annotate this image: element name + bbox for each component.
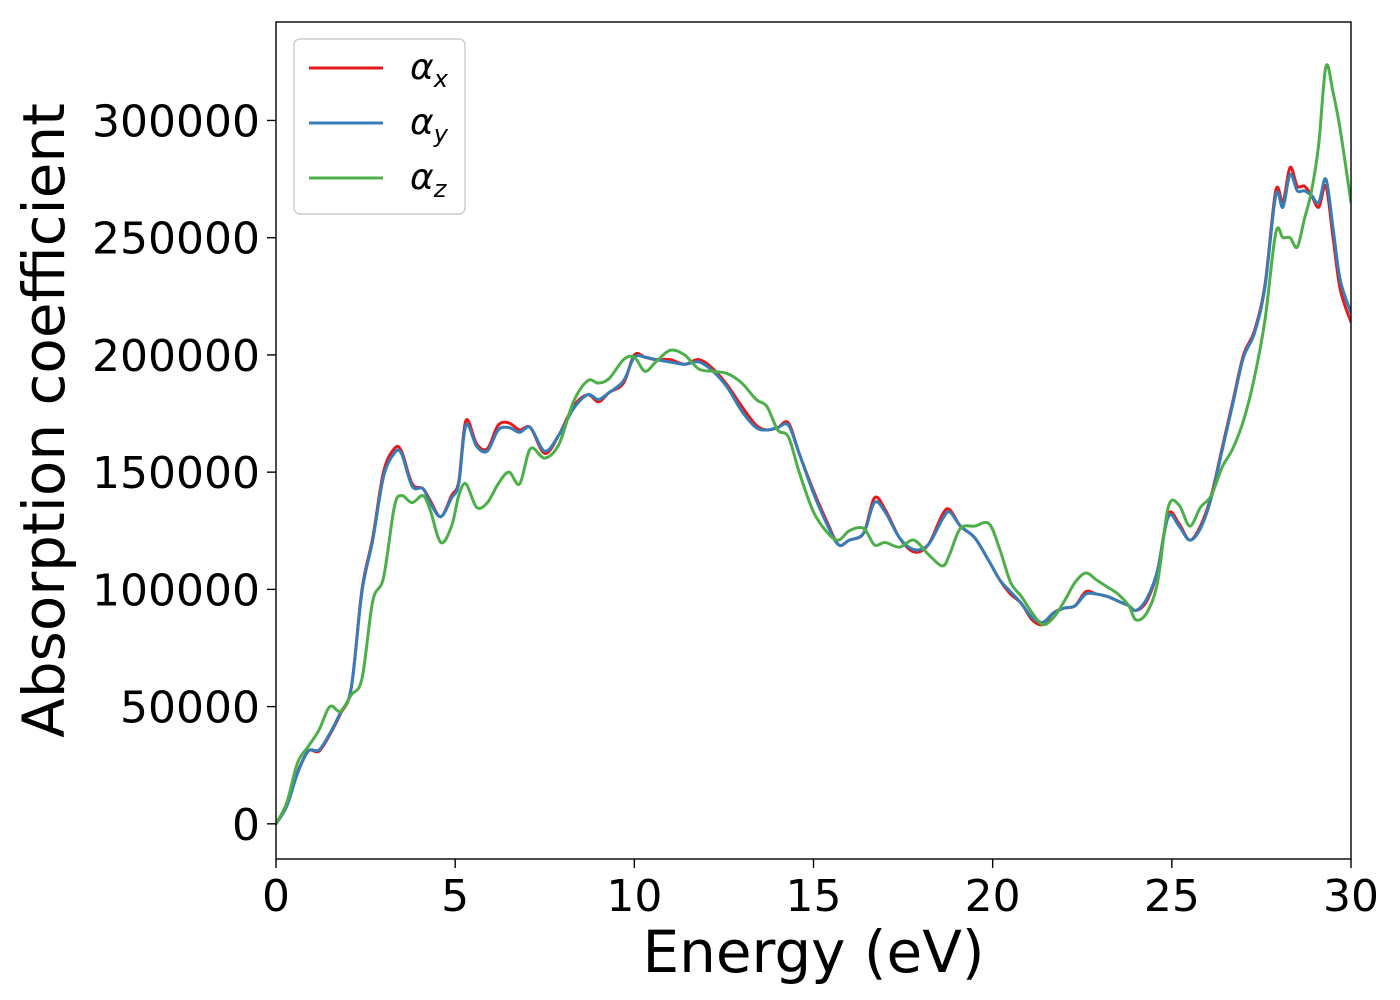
y-tick-label: 100000 (92, 565, 260, 616)
x-tick-label: 10 (606, 871, 662, 922)
x-tick-label: 30 (1323, 871, 1379, 922)
y-axis-label: Absorption coefficient (10, 103, 78, 738)
x-tick-label: 5 (441, 871, 469, 922)
x-axis-ticks: 0 5 10 15 20 25 30 (262, 859, 1379, 922)
legend: αx αy αz (293, 38, 466, 215)
y-tick-label: 0 (232, 800, 260, 851)
y-tick-label: 50000 (120, 683, 260, 734)
y-tick-label: 200000 (92, 331, 260, 382)
legend-label-z: αz (410, 157, 448, 203)
x-tick-label: 20 (965, 871, 1021, 922)
y-axis-ticks: 0 50000 100000 150000 200000 250000 300000 (92, 96, 276, 851)
series-line-z (276, 63, 1351, 826)
x-tick-label: 15 (786, 871, 842, 922)
y-tick-label: 150000 (92, 448, 260, 499)
x-tick-label: 0 (262, 871, 290, 922)
series-layer (276, 63, 1351, 826)
x-axis-label: Energy (eV) (642, 918, 984, 986)
y-tick-label: 250000 (92, 214, 260, 265)
legend-label-y: αy (410, 102, 449, 148)
x-tick-label: 25 (1144, 871, 1200, 922)
legend-box (293, 38, 466, 215)
series-line-y (276, 172, 1351, 826)
legend-label-x: αx (410, 47, 449, 93)
y-tick-label: 300000 (92, 96, 260, 147)
